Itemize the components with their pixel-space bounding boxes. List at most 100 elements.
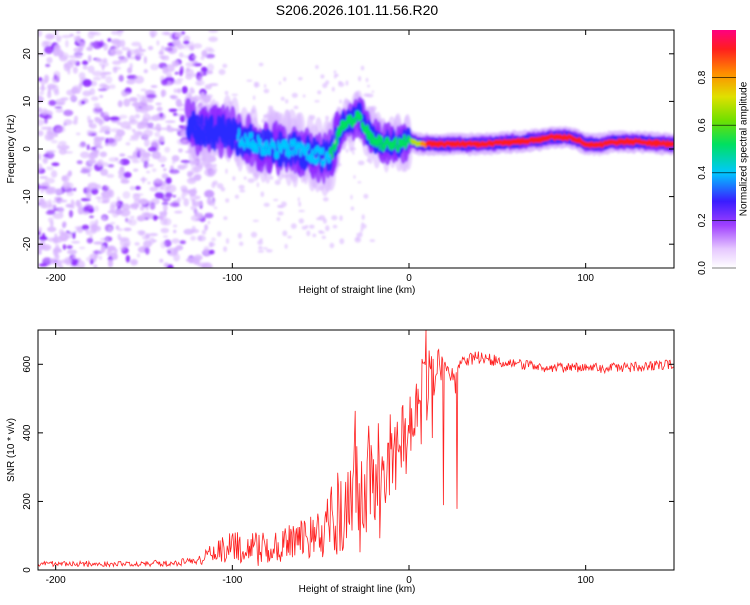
heatmap-cell [301, 225, 307, 230]
heatmap-cell [133, 168, 139, 172]
heatmap-cell [195, 80, 205, 86]
heatmap-cell [282, 230, 288, 237]
heatmap-cell [256, 182, 259, 188]
heatmap-cell [44, 177, 55, 184]
heatmap-cell [38, 107, 43, 114]
heatmap-cell [101, 64, 106, 68]
heatmap-cell [208, 241, 214, 248]
snr-ytick-label: 600 [22, 356, 33, 373]
heatmap-blobs [38, 30, 674, 268]
heatmap-cell [359, 231, 363, 238]
heatmap-cell [70, 199, 75, 205]
heatmap-cell [218, 69, 226, 75]
heatmap-cell [361, 214, 365, 220]
heatmap-cell [157, 155, 167, 163]
heatmap-cell [298, 209, 305, 213]
heatmap-cell [98, 88, 107, 92]
heatmap-cell [151, 168, 157, 173]
heatmap-cell [394, 136, 398, 145]
heatmap-cell [75, 199, 81, 207]
heatmap-cell [130, 259, 138, 266]
heatmap-cell [159, 127, 171, 130]
heatmap-cell [172, 160, 176, 165]
heatmap-cell [360, 223, 367, 229]
heatmap-cell [98, 255, 103, 260]
colorbar-tick-label: 0.6 [697, 118, 708, 132]
heatmap-cell [150, 85, 158, 88]
heatmap-cell [371, 90, 375, 93]
heatmap-cell [285, 99, 289, 104]
heatmap-cell [158, 55, 170, 59]
heatmap-cell [46, 166, 54, 171]
heatmap-cell [76, 160, 83, 165]
heatmap-cell [369, 130, 372, 138]
heatmap-cell [141, 245, 146, 249]
heatmap-cell [78, 82, 83, 88]
heatmap-cell [163, 168, 167, 172]
heatmap-cell [192, 73, 197, 78]
heatmap-cell [92, 225, 102, 232]
spectrogram-xtick-label: 100 [577, 273, 594, 284]
heatmap-cell [60, 97, 69, 101]
heatmap-cell [59, 206, 64, 215]
heatmap-cell [298, 218, 304, 224]
heatmap-cell [102, 71, 112, 75]
heatmap-cell [321, 147, 325, 156]
heatmap-cell [273, 198, 279, 202]
heatmap-cell [177, 102, 183, 107]
heatmap-cell [257, 250, 265, 253]
heatmap-cell [68, 209, 74, 218]
heatmap-cell [82, 60, 89, 66]
heatmap-cell [53, 74, 57, 81]
snr-ytick-label: 0 [22, 567, 33, 573]
heatmap-cell [263, 202, 270, 207]
heatmap-cell [97, 159, 104, 167]
heatmap-cell [76, 260, 86, 268]
heatmap-cell [82, 90, 92, 97]
heatmap-cell [225, 168, 228, 174]
heatmap-cell [86, 191, 92, 200]
heatmap-cell [94, 107, 103, 113]
heatmap-cell [201, 50, 208, 57]
heatmap-cell [90, 187, 99, 195]
heatmap-cell [129, 97, 138, 102]
heatmap-cell [333, 70, 337, 74]
heatmap-cell [225, 198, 230, 203]
heatmap-cell [99, 95, 104, 98]
heatmap-cell [358, 75, 362, 82]
heatmap-cell [134, 75, 145, 84]
heatmap-cell [86, 237, 94, 244]
heatmap-cell [142, 235, 150, 240]
heatmap-cell [164, 146, 171, 153]
heatmap-cell [119, 245, 126, 251]
heatmap-cell [80, 100, 86, 105]
heatmap-cell [163, 235, 168, 238]
heatmap-cell [380, 137, 384, 146]
heatmap-cell [138, 230, 145, 236]
heatmap-cell [154, 191, 165, 199]
heatmap-cell [159, 112, 164, 118]
heatmap-cell [130, 215, 135, 219]
heatmap-cell [363, 193, 369, 199]
heatmap-cell [99, 136, 106, 140]
heatmap-cell [359, 113, 363, 121]
heatmap-cell [196, 175, 201, 181]
heatmap-cell [257, 240, 263, 246]
heatmap-cell [72, 66, 78, 74]
heatmap-cell [121, 47, 130, 51]
heatmap-cell [265, 249, 273, 253]
heatmap-cell [79, 41, 86, 49]
heatmap-cell [176, 88, 182, 94]
heatmap-cell [143, 69, 148, 74]
heatmap-cell [71, 240, 81, 244]
heatmap-cell [331, 86, 335, 92]
heatmap-cell [250, 131, 254, 139]
heatmap-cell [182, 47, 191, 56]
heatmap-cell [212, 163, 217, 168]
heatmap-cell [143, 56, 147, 64]
heatmap-cell [260, 191, 265, 197]
heatmap-cell [68, 204, 74, 209]
snr-ytick-label: 400 [22, 424, 33, 441]
